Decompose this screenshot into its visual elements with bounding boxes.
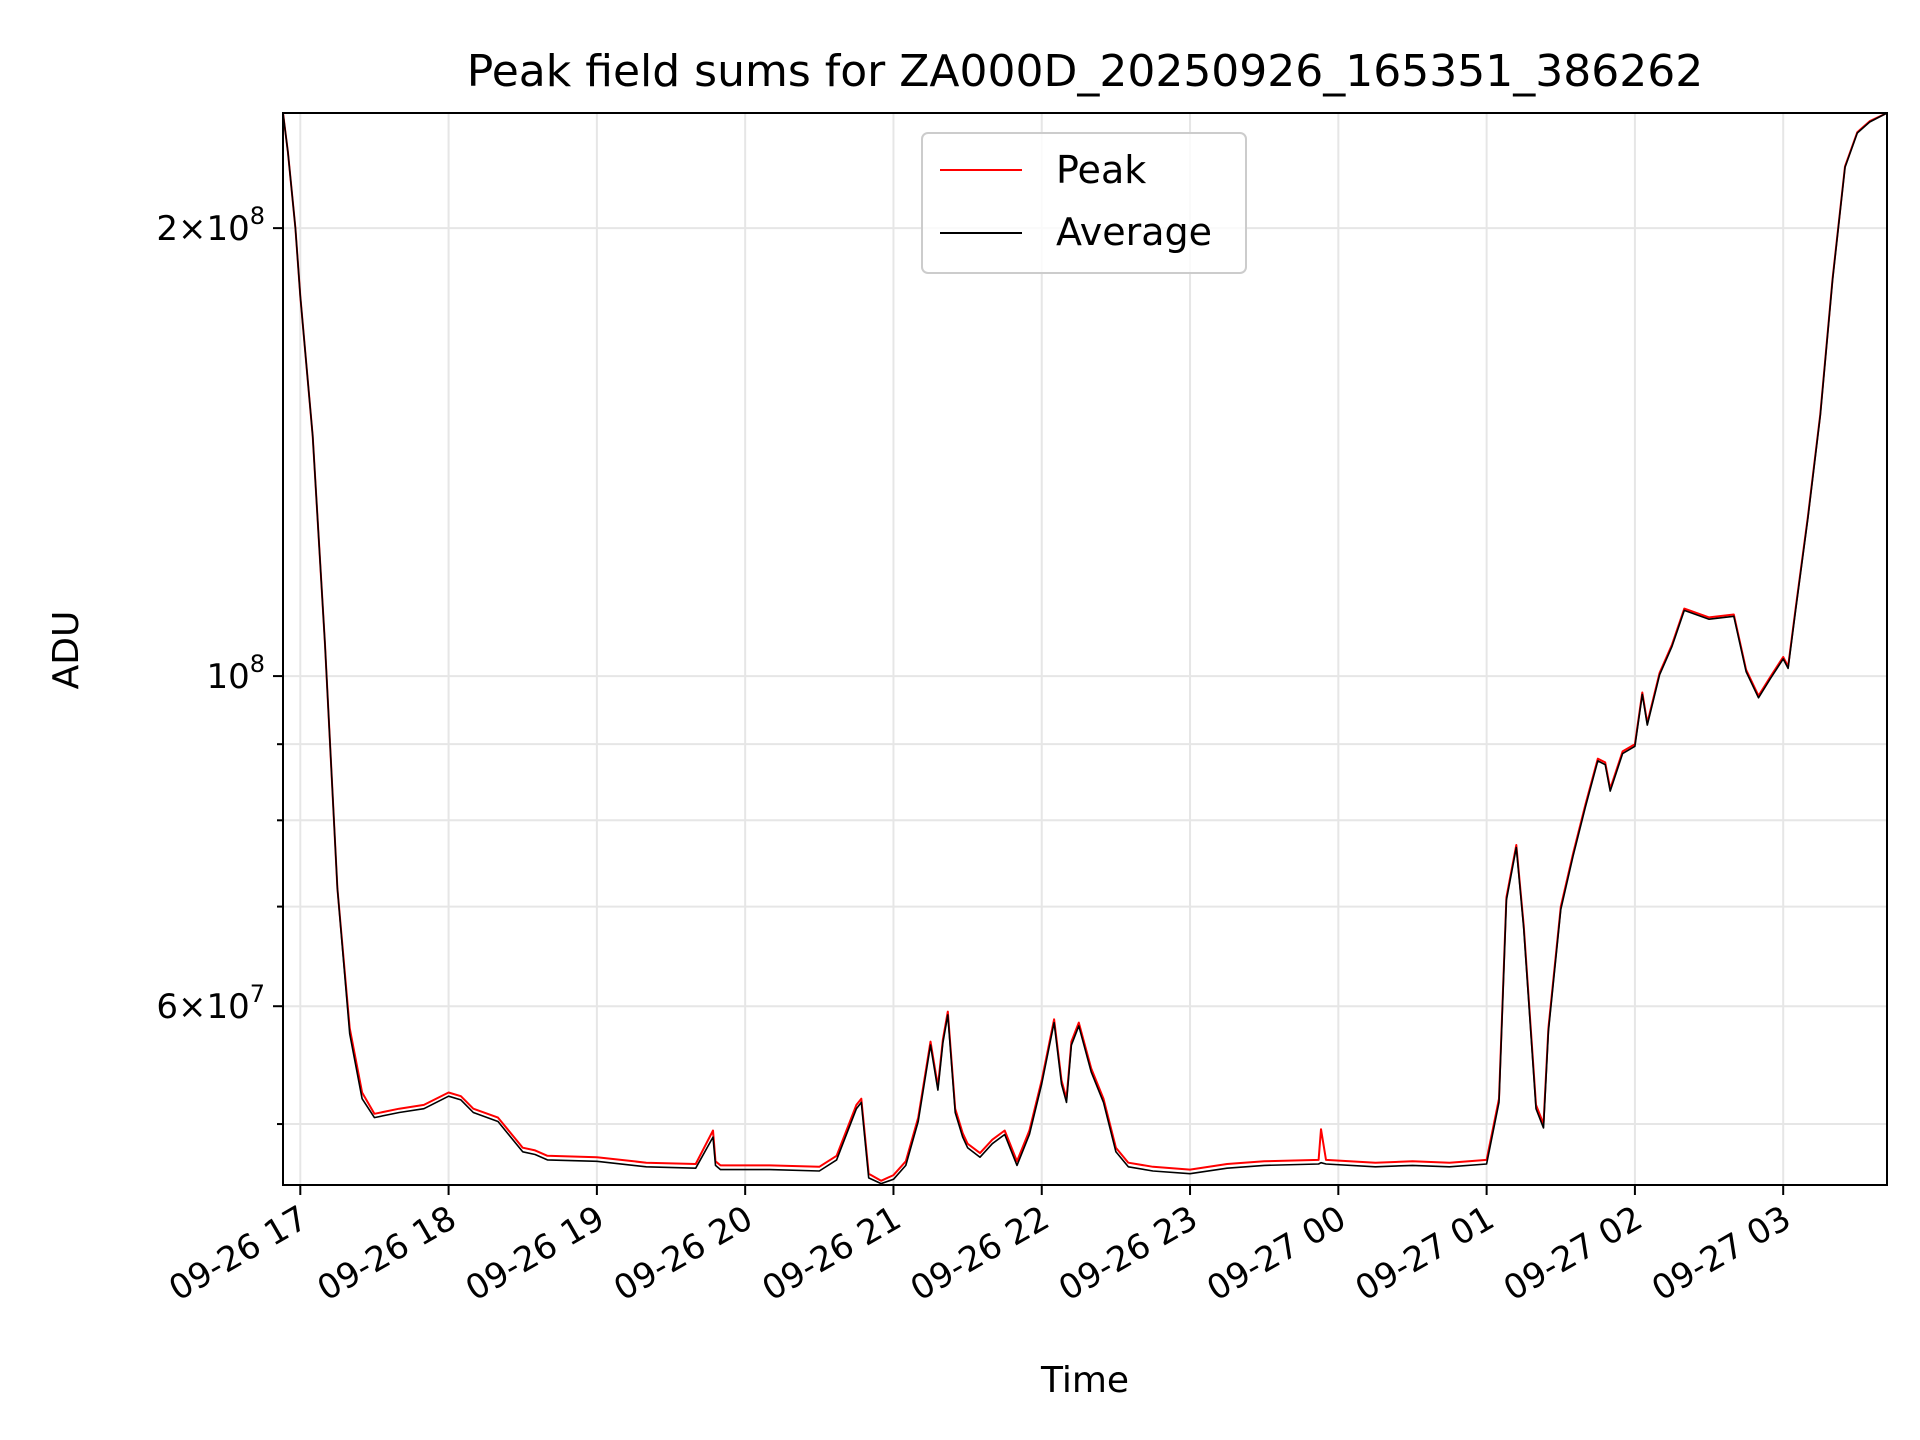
series-line-average <box>282 112 1888 1185</box>
y-axis-ticks: 6×107 108 2×108 <box>156 202 283 1126</box>
series-lines <box>282 112 1888 1185</box>
y-axis-label: ADU <box>46 611 87 690</box>
x-axis-label: Time <box>1040 1360 1129 1401</box>
grid <box>283 113 1887 1185</box>
y-tick-label: 2×108 <box>156 202 265 249</box>
y-tick-label: 108 <box>206 650 265 697</box>
legend-label-peak: Peak <box>1056 148 1146 192</box>
legend-box <box>921 132 1247 274</box>
plot-frame <box>282 112 1888 1186</box>
legend-label-average: Average <box>1056 210 1212 254</box>
legend: Peak Average <box>921 132 1247 274</box>
chart-title: Peak field sums for ZA000D_20250926_1653… <box>467 46 1703 97</box>
y-tick-label: 6×107 <box>156 980 265 1027</box>
